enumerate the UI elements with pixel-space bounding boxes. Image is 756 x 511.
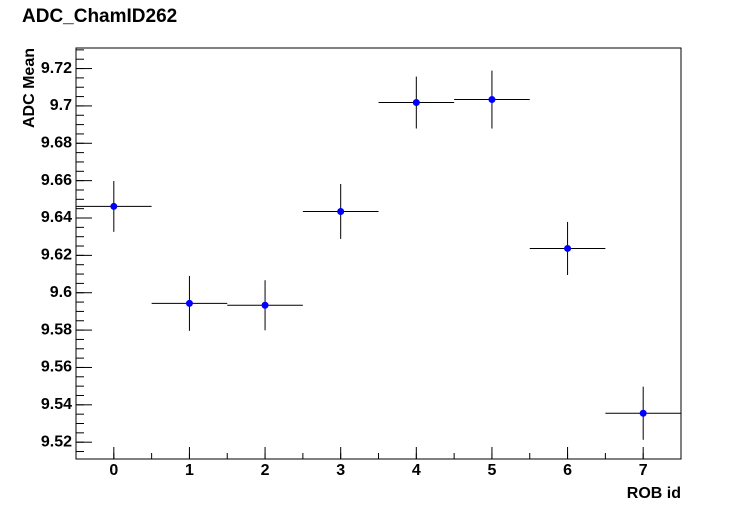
x-tick-label: 7 [639,462,648,479]
y-tick-label: 9.68 [41,134,72,151]
data-point [185,299,193,307]
y-tick-label: 9.54 [41,396,72,413]
y-tick-label: 9.64 [41,209,72,226]
y-tick-label: 9.56 [41,359,72,376]
x-tick-label: 2 [261,462,270,479]
data-point [488,96,496,104]
x-tick-label: 4 [412,462,421,479]
data-point [261,301,269,309]
x-tick-label: 5 [487,462,496,479]
y-tick-label: 9.52 [41,433,72,450]
data-point [412,99,420,107]
x-axis-label: ROB id [627,485,681,502]
y-tick-label: 9.6 [50,284,72,301]
data-point [337,207,345,215]
y-tick-label: 9.72 [41,60,72,77]
data-point [564,244,572,252]
x-tick-label: 1 [185,462,194,479]
y-tick-label: 9.7 [50,97,72,114]
y-tick-label: 9.58 [41,321,72,338]
y-axis-label: ADC Mean [21,48,38,128]
data-point [639,409,647,417]
x-tick-label: 0 [109,462,118,479]
chart-title: ADC_ChamID262 [22,6,177,27]
x-tick-label: 6 [563,462,572,479]
y-tick-label: 9.62 [41,247,72,264]
x-tick-label: 3 [336,462,345,479]
data-point [110,202,118,210]
y-tick-label: 9.66 [41,172,72,189]
